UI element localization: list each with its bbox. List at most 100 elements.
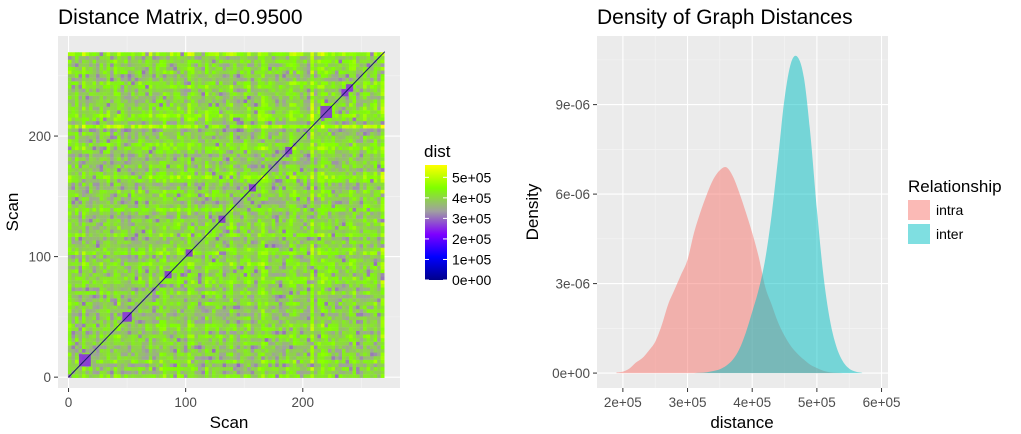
heatmap-cell: [103, 283, 107, 288]
heatmap-cell: [145, 370, 150, 375]
heatmap-cell: [99, 374, 104, 378]
heatmap-cell: [212, 276, 216, 281]
heatmap-cell: [85, 135, 90, 140]
heatmap-cell: [99, 290, 104, 295]
heatmap-cell: [219, 120, 223, 125]
heatmap-cell: [233, 319, 237, 324]
heatmap-cell: [141, 193, 146, 198]
heatmap-cell: [183, 113, 188, 118]
heatmap-cell: [103, 92, 107, 96]
heatmap-cell: [169, 149, 174, 154]
heatmap-cell: [159, 66, 164, 71]
heatmap-cell: [257, 139, 262, 143]
heatmap-cell: [162, 370, 167, 375]
heatmap-cell: [159, 106, 164, 111]
heatmap-cell: [96, 352, 100, 357]
heatmap-cell: [127, 113, 132, 118]
heatmap-cell: [180, 301, 185, 306]
heatmap-cell: [74, 204, 79, 208]
heatmap-cell: [219, 63, 223, 67]
heatmap-cell: [152, 327, 157, 331]
heatmap-cell: [85, 102, 90, 107]
heatmap-cell: [201, 135, 206, 140]
heatmap-cell: [145, 225, 150, 230]
heatmap-cell: [92, 120, 97, 125]
heatmap-cell: [236, 323, 241, 328]
heatmap-cell: [152, 348, 157, 353]
heatmap-cell: [103, 120, 107, 125]
heatmap-cell: [190, 258, 195, 263]
heatmap-cell: [190, 283, 195, 288]
heatmap-cell: [138, 254, 143, 259]
heatmap-cell: [106, 276, 111, 281]
heatmap-cell: [159, 204, 164, 208]
heatmap-cell: [92, 327, 97, 331]
heatmap-cell: [141, 236, 146, 241]
heatmap-cell: [176, 95, 181, 100]
heatmap-cell: [124, 117, 128, 122]
heatmap-cell: [134, 218, 139, 223]
heatmap-cell: [85, 287, 90, 292]
heatmap-cell: [162, 218, 167, 223]
heatmap-cell: [222, 84, 227, 89]
heatmap-cell: [89, 236, 93, 241]
heatmap-cell: [173, 301, 178, 306]
heatmap-cell: [166, 168, 171, 172]
heatmap-cell: [159, 269, 164, 274]
heatmap-cell: [243, 189, 248, 194]
heatmap-cell: [152, 352, 157, 357]
heatmap-cell: [85, 168, 90, 172]
heatmap-cell: [113, 52, 118, 57]
heatmap-cell: [219, 106, 223, 111]
heatmap-cell: [106, 356, 111, 360]
heatmap-cell: [99, 312, 104, 317]
heatmap-cell: [190, 330, 195, 335]
heatmap-cell: [120, 218, 125, 223]
heatmap-cell: [183, 124, 188, 129]
heatmap-cell: [229, 106, 234, 111]
heatmap-cell: [74, 287, 79, 292]
heatmap-cell: [152, 356, 157, 360]
heatmap-cell: [190, 211, 195, 216]
heatmap-cell: [180, 207, 185, 212]
heatmap-cell: [173, 222, 178, 227]
heatmap-cell: [261, 370, 266, 375]
heatmap-cell: [145, 157, 150, 161]
heatmap-cell: [222, 153, 227, 158]
heatmap-cell: [243, 153, 248, 158]
heatmap-cell: [212, 218, 216, 223]
heatmap-cell: [99, 186, 104, 190]
heatmap-cell: [222, 175, 227, 180]
heatmap-cell: [197, 312, 202, 317]
heatmap-cell: [138, 215, 143, 219]
heatmap-cell: [257, 106, 262, 111]
heatmap-cell: [233, 106, 237, 111]
heatmap-cell: [169, 175, 174, 180]
heatmap-cell: [162, 309, 167, 313]
heatmap-cell: [208, 117, 213, 122]
heatmap-cell: [247, 265, 251, 270]
heatmap-cell: [233, 345, 237, 350]
heatmap-cell: [201, 356, 206, 360]
heatmap-cell: [131, 59, 136, 64]
heatmap-cell: [208, 200, 213, 205]
heatmap-cell: [134, 319, 139, 324]
heatmap-cell: [250, 63, 255, 67]
heatmap-cell: [257, 168, 262, 172]
heatmap-cell: [183, 153, 188, 158]
heatmap-cell: [173, 247, 178, 252]
heatmap-cell: [215, 327, 220, 331]
heatmap-cell: [236, 312, 241, 317]
heatmap-cell: [233, 186, 237, 190]
heatmap-cell: [117, 124, 121, 129]
heatmap-cell: [159, 272, 164, 277]
heatmap-cell: [67, 280, 72, 284]
heatmap-cell: [110, 254, 114, 259]
heatmap-cell: [233, 294, 237, 299]
heatmap-cell: [145, 193, 150, 198]
heatmap-cell: [222, 110, 227, 114]
heatmap-cell: [201, 218, 206, 223]
heatmap-cell: [204, 168, 209, 172]
heatmap-cell: [169, 309, 174, 313]
heatmap-cell: [250, 363, 255, 368]
